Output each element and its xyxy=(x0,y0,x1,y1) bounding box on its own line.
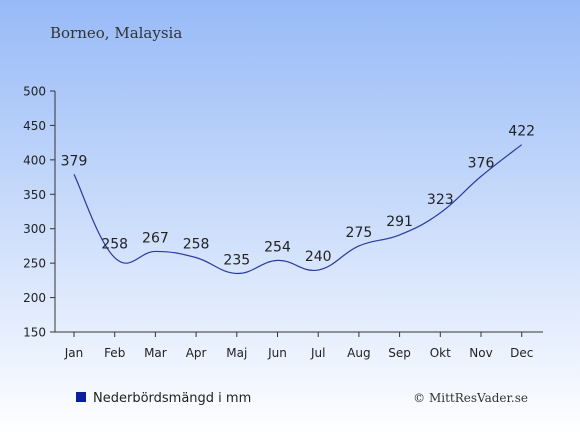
data-label: 258 xyxy=(183,237,210,253)
data-label: 254 xyxy=(264,239,291,255)
data-label: 291 xyxy=(386,214,413,230)
x-tick-label: Jul xyxy=(310,346,325,360)
x-tick-label: Dec xyxy=(510,346,533,360)
x-tick-label: Jun xyxy=(267,346,287,360)
y-tick-label: 400 xyxy=(23,153,46,167)
data-label-group: 379 258 267 258 235 254 240 275 291 323 376 422 xyxy=(61,124,535,269)
data-label: 235 xyxy=(223,252,250,268)
x-tick-label: Maj xyxy=(226,346,247,360)
series-line-group xyxy=(73,144,523,275)
x-tick-group: Jan Feb Mar Apr Maj Jun Jul Aug Sep Okt Nov Dec xyxy=(64,332,533,360)
y-tick-label: 200 xyxy=(23,291,46,305)
y-tick-group: 150 200 250 300 350 400 450 500 xyxy=(23,85,55,340)
y-tick-label: 150 xyxy=(23,326,46,340)
y-tick-label: 300 xyxy=(23,222,46,236)
x-tick-label: Jan xyxy=(64,346,84,360)
series-line xyxy=(73,144,523,275)
location-title: Borneo, Malaysia xyxy=(50,24,182,42)
data-label: 267 xyxy=(142,230,169,246)
y-tick-label: 350 xyxy=(23,188,46,202)
y-tick-label: 500 xyxy=(23,85,46,99)
legend-label: Nederbördsmängd i mm xyxy=(93,391,251,406)
data-label: 258 xyxy=(101,237,128,253)
x-tick-label: Okt xyxy=(430,346,451,360)
y-tick-label: 250 xyxy=(23,257,46,271)
x-tick-label: Sep xyxy=(388,346,411,360)
data-label: 422 xyxy=(508,124,535,140)
data-label: 275 xyxy=(346,225,373,241)
x-tick-label: Feb xyxy=(104,346,125,360)
legend-swatch xyxy=(76,392,86,402)
data-label: 240 xyxy=(305,249,332,265)
data-label: 379 xyxy=(61,153,88,169)
data-label: 376 xyxy=(468,155,495,171)
x-tick-label: Aug xyxy=(347,346,370,360)
x-tick-label: Nov xyxy=(469,346,492,360)
copyright-text: © MittResVader.se xyxy=(413,391,528,405)
x-tick-label: Mar xyxy=(144,346,167,360)
x-tick-label: Apr xyxy=(186,346,207,360)
data-label: 323 xyxy=(427,192,454,208)
y-tick-label: 450 xyxy=(23,119,46,133)
